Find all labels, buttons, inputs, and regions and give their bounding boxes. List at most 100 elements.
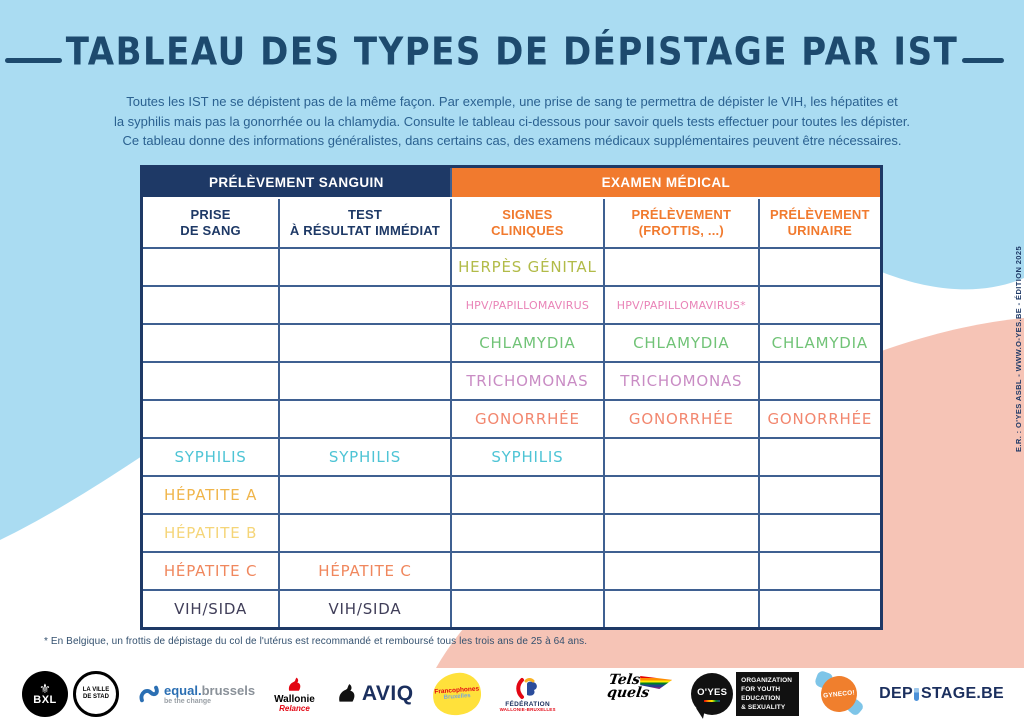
- table-cell: [140, 361, 281, 401]
- table-cell: [278, 361, 452, 401]
- group-header-examen-medical: EXAMEN MÉDICAL: [449, 166, 883, 199]
- table-cell: TRICHOMONAS: [449, 361, 605, 401]
- table-row: HÉPATITE B: [140, 513, 883, 553]
- table-cell: TRICHOMONAS: [602, 361, 760, 401]
- iris-flower-icon: ⚜: [39, 681, 51, 696]
- table-cell: HPV/PAPILLOMAVIRUS*: [602, 285, 760, 325]
- table-group-header-row: PRÉLÈVEMENT SANGUIN EXAMEN MÉDICAL: [140, 166, 883, 199]
- column-header-prelevement-frottis: PRÉLÈVEMENT (FROTTIS, ...): [602, 197, 760, 249]
- table-cell: [757, 551, 883, 591]
- table-cell: [278, 285, 452, 325]
- table-cell: [278, 475, 452, 515]
- table-cell: [278, 399, 452, 439]
- intro-line-2: la syphilis mais pas la gonorrhée ou la …: [113, 113, 911, 129]
- group-header-prelevement-sanguin: PRÉLÈVEMENT SANGUIN: [140, 166, 452, 199]
- table-row: HERPÈS GÉNITAL: [140, 247, 883, 287]
- footnote: * En Belgique, un frottis de dépistage d…: [44, 636, 588, 647]
- table-row: VIH/SIDA VIH/SIDA: [140, 589, 883, 630]
- intro-paragraph: Toutes les IST ne se dépistent pas de la…: [0, 92, 1024, 151]
- depistage-be-logo: DEP STAGE.BE: [879, 685, 1004, 702]
- table-cell: [449, 551, 605, 591]
- column-header-prelevement-urinaire: PRÉLÈVEMENT URINAIRE: [757, 197, 883, 249]
- table-cell: [757, 247, 883, 287]
- table-cell: [757, 437, 883, 477]
- table-cell: GONORRHÉE: [449, 399, 605, 439]
- table-cell: SYPHILIS: [140, 437, 281, 477]
- table-cell: [757, 361, 883, 401]
- oyes-bubble-icon: O'YES: [691, 673, 734, 715]
- blue-blob: [0, 0, 1024, 540]
- table-cell: [602, 589, 760, 630]
- table-row: HPV/PAPILLOMAVIRUS HPV/PAPILLOMAVIRUS*: [140, 285, 883, 325]
- table-cell: [602, 513, 760, 553]
- table-cell: CHLAMYDIA: [602, 323, 760, 363]
- federation-wallonie-bruxelles-logo: FÉDÉRATION WALLONIE-BRUXELLES: [500, 676, 556, 713]
- table-cell: HÉPATITE C: [278, 551, 452, 591]
- table-cell: [757, 589, 883, 630]
- table-cell: CHLAMYDIA: [449, 323, 605, 363]
- table-cell: [449, 589, 605, 630]
- table-cell: [449, 475, 605, 515]
- table-row: HÉPATITE A: [140, 475, 883, 515]
- table-cell: CHLAMYDIA: [757, 323, 883, 363]
- wallonie-relance-logo: Wallonie Relance: [274, 676, 315, 713]
- la-ville-ring: LA VILLE DE STAD: [73, 671, 119, 717]
- test-tube-icon: [914, 687, 920, 701]
- table-cell: SYPHILIS: [278, 437, 452, 477]
- table-cell: [757, 475, 883, 515]
- table-cell: [757, 285, 883, 325]
- rooster-icon: [338, 684, 355, 702]
- table-cell: [278, 323, 452, 363]
- table-cell: HERPÈS GÉNITAL: [449, 247, 605, 287]
- bxl-city-logo: ⚜ BXL LA VILLE DE STAD: [22, 671, 119, 717]
- table-cell: [140, 247, 281, 287]
- column-header-signes-cliniques: SIGNES CLINIQUES: [449, 197, 605, 249]
- rooster-icon: [289, 677, 301, 691]
- table-cell: [278, 513, 452, 553]
- page-title: TABLEAU DES TYPES DE DÉPISTAGE PAR IST: [65, 30, 959, 75]
- rainbow-bar-icon: [704, 699, 721, 702]
- column-header-test-resultat-immediat: TEST À RÉSULTAT IMMÉDIAT: [278, 197, 452, 249]
- table-cell: HÉPATITE B: [140, 513, 281, 553]
- edition-credit: E.R. : O'YES ASBL - WWW.O-YES.BE - ÉDITI…: [1014, 245, 1023, 452]
- table-row: CHLAMYDIA CHLAMYDIA CHLAMYDIA: [140, 323, 883, 363]
- table-row: HÉPATITE C HÉPATITE C: [140, 551, 883, 591]
- column-header-prise-de-sang: PRISE DE SANG: [140, 197, 281, 249]
- oyes-logo: O'YES ORGANIZATION FOR YOUTH EDUCATION &…: [691, 672, 800, 716]
- table-body: HERPÈS GÉNITAL HPV/PAPILLOMAVIRUS HPV/PAPI…: [140, 247, 883, 630]
- gyneco-logo: GYNECO!: [813, 669, 866, 718]
- intro-line-1: Toutes les IST ne se dépistent pas de la…: [126, 94, 898, 109]
- table-column-header-row: PRISE DE SANG TEST À RÉSULTAT IMMÉDIAT S…: [140, 197, 883, 249]
- table-cell: [602, 475, 760, 515]
- table-cell: VIH/SIDA: [278, 589, 452, 630]
- table-cell: [278, 247, 452, 287]
- table-cell: HÉPATITE C: [140, 551, 281, 591]
- logo-strip: ⚜ BXL LA VILLE DE STAD equal.brussels be…: [22, 664, 1004, 724]
- equal-squiggle-icon: [139, 685, 159, 703]
- table-row: GONORRHÉE GONORRHÉE GONORRHÉE: [140, 399, 883, 439]
- table-cell: [757, 513, 883, 553]
- table-row: SYPHILIS SYPHILIS SYPHILIS: [140, 437, 883, 477]
- table-cell: VIH/SIDA: [140, 589, 281, 630]
- title-dash-left: [5, 58, 62, 63]
- intro-line-3: Ce tableau donne des informations généra…: [122, 133, 902, 148]
- table-cell: [602, 551, 760, 591]
- table-cell: SYPHILIS: [449, 437, 605, 477]
- table-cell: [140, 399, 281, 439]
- tels-quels-logo: Tels quels: [606, 670, 674, 718]
- table-cell: [140, 323, 281, 363]
- table-cell: [449, 513, 605, 553]
- oyes-wordmark: ORGANIZATION FOR YOUTH EDUCATION & SEXUA…: [736, 672, 800, 716]
- table-row: TRICHOMONAS TRICHOMONAS: [140, 361, 883, 401]
- table-cell: GONORRHÉE: [602, 399, 760, 439]
- francophones-bruxelles-logo: Francophones Bruxelles: [431, 671, 483, 717]
- aviq-logo: AVIQ: [334, 681, 414, 707]
- table-cell: HPV/PAPILLOMAVIRUS: [449, 285, 605, 325]
- fwb-ribbon-icon: [515, 677, 537, 699]
- table-cell: [140, 285, 281, 325]
- screening-table: PRÉLÈVEMENT SANGUIN EXAMEN MÉDICAL PRISE…: [140, 165, 883, 630]
- table-cell: GONORRHÉE: [757, 399, 883, 439]
- table-cell: HÉPATITE A: [140, 475, 281, 515]
- table-cell: [602, 247, 760, 287]
- table-cell: [602, 437, 760, 477]
